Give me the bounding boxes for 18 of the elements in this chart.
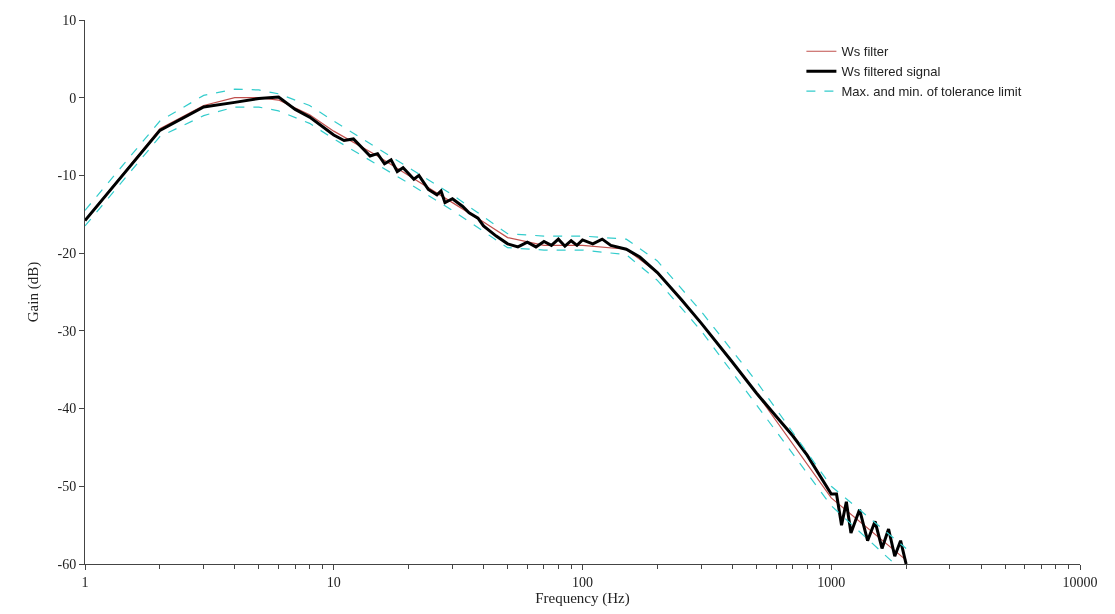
legend-label: Ws filter [841,44,890,60]
y-tick-label: -50 [57,479,77,495]
x-tick-label: 10000 [1062,574,1098,590]
y-tick-label: -20 [57,246,77,262]
y-tick-label: 0 [69,90,77,106]
y-tick-label: -40 [57,401,77,417]
x-tick-label: 10 [326,574,341,590]
y-tick-label: 10 [62,12,77,28]
y-tick-label: -60 [57,556,77,572]
x-tick-label: 100 [572,574,593,590]
x-axis-title: Frequency (Hz) [535,589,630,607]
x-tick-label: 1000 [817,574,846,590]
legend-label: Ws filtered signal [841,64,941,80]
y-tick-label: -30 [57,323,77,339]
x-tick-label: 1 [81,574,89,590]
y-axis-title: Gain (dB) [24,261,42,323]
y-tick-label: -10 [57,168,77,184]
legend-label: Max. and min. of tolerance limit [841,84,1022,100]
